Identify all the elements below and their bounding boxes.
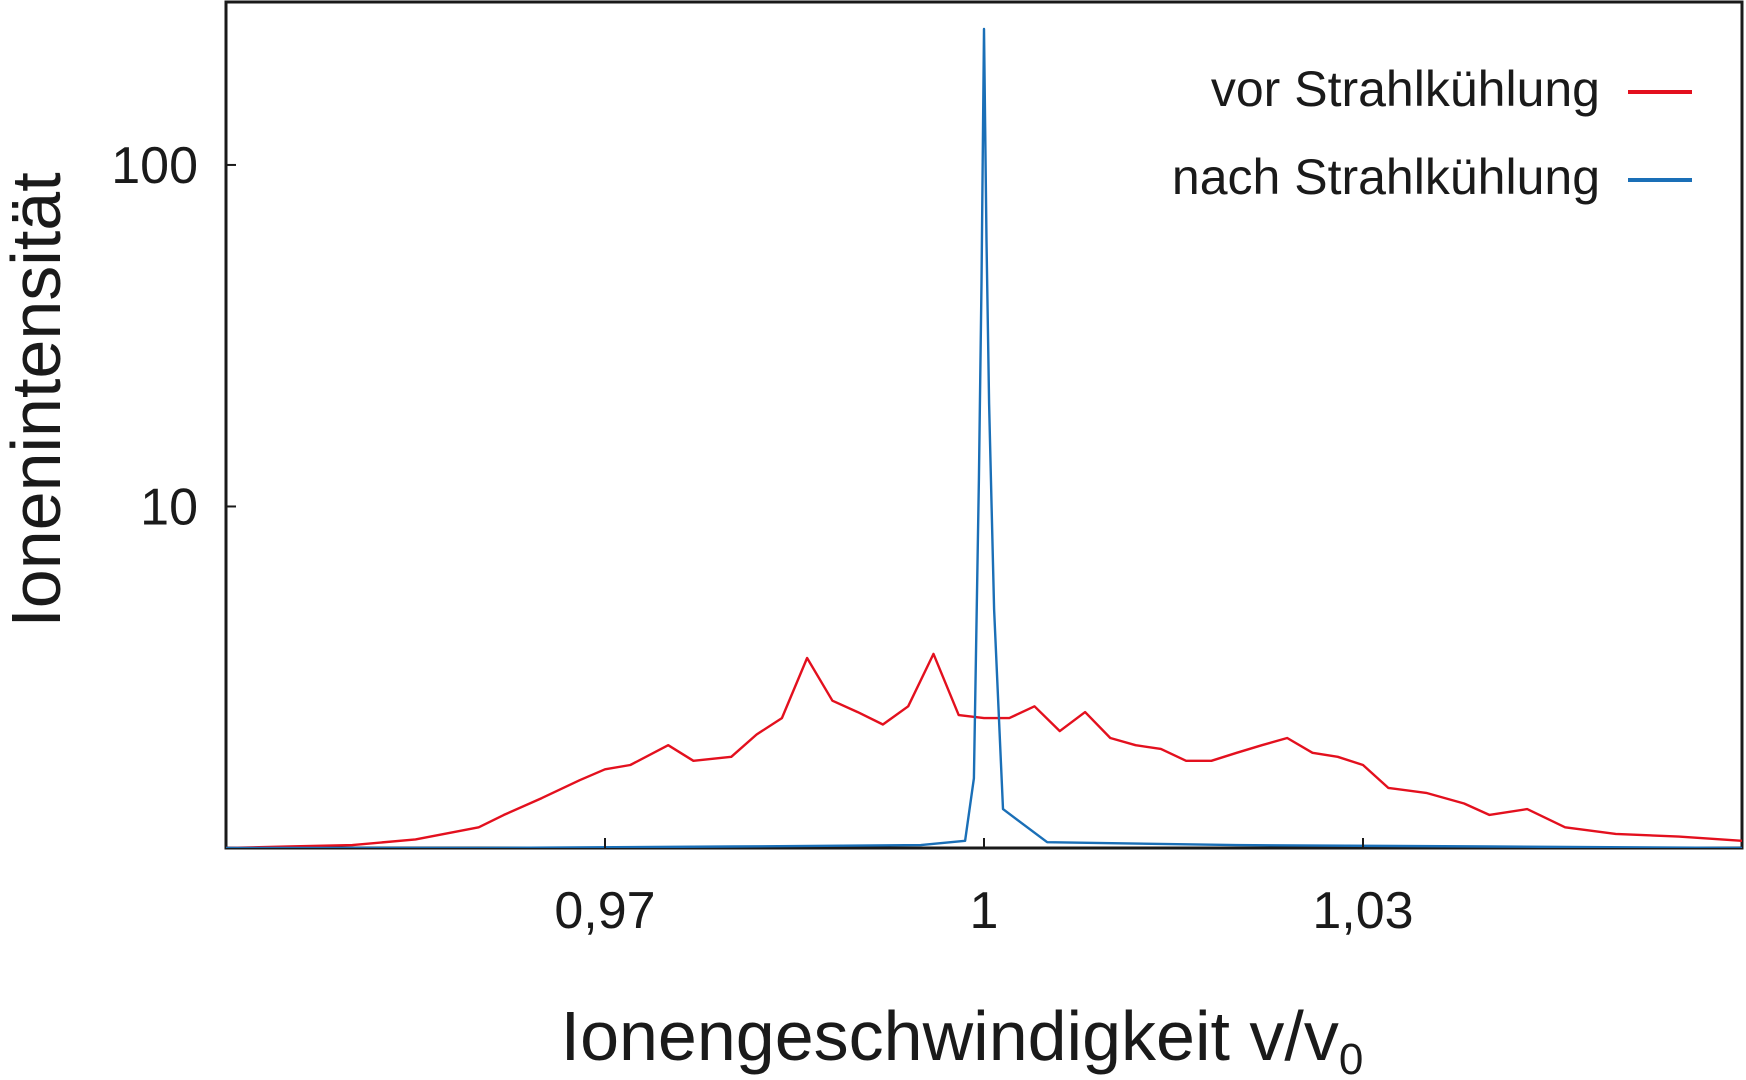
x-tick-labels: 0,97 1 1,03 bbox=[554, 882, 1413, 940]
legend-label: nach Strahlkühlung bbox=[1172, 149, 1600, 205]
y-tick-label: 100 bbox=[111, 137, 198, 195]
x-tick-label: 0,97 bbox=[554, 882, 655, 940]
y-tick-labels: 10 100 bbox=[111, 137, 198, 537]
x-axis-title-subscript: 0 bbox=[1339, 1035, 1363, 1080]
y-tick-label: 10 bbox=[140, 478, 198, 536]
y-axis-title: Ionenintensität bbox=[0, 172, 75, 627]
tick-marks bbox=[226, 163, 1364, 848]
series-line-vor bbox=[226, 652, 1742, 848]
legend: vor Strahlkühlung nach Strahlkühlung bbox=[1172, 61, 1692, 205]
x-axis-title-main: Ionengeschwindigkeit v/v bbox=[561, 997, 1339, 1075]
x-tick-label: 1,03 bbox=[1312, 882, 1413, 940]
series-line-nach bbox=[226, 27, 1742, 848]
x-axis-title: Ionengeschwindigkeit v/v0 bbox=[561, 997, 1364, 1080]
series-layer bbox=[226, 27, 1742, 848]
legend-label: vor Strahlkühlung bbox=[1211, 61, 1600, 117]
x-tick-label: 1 bbox=[970, 882, 999, 940]
plot-area bbox=[224, 0, 1744, 850]
